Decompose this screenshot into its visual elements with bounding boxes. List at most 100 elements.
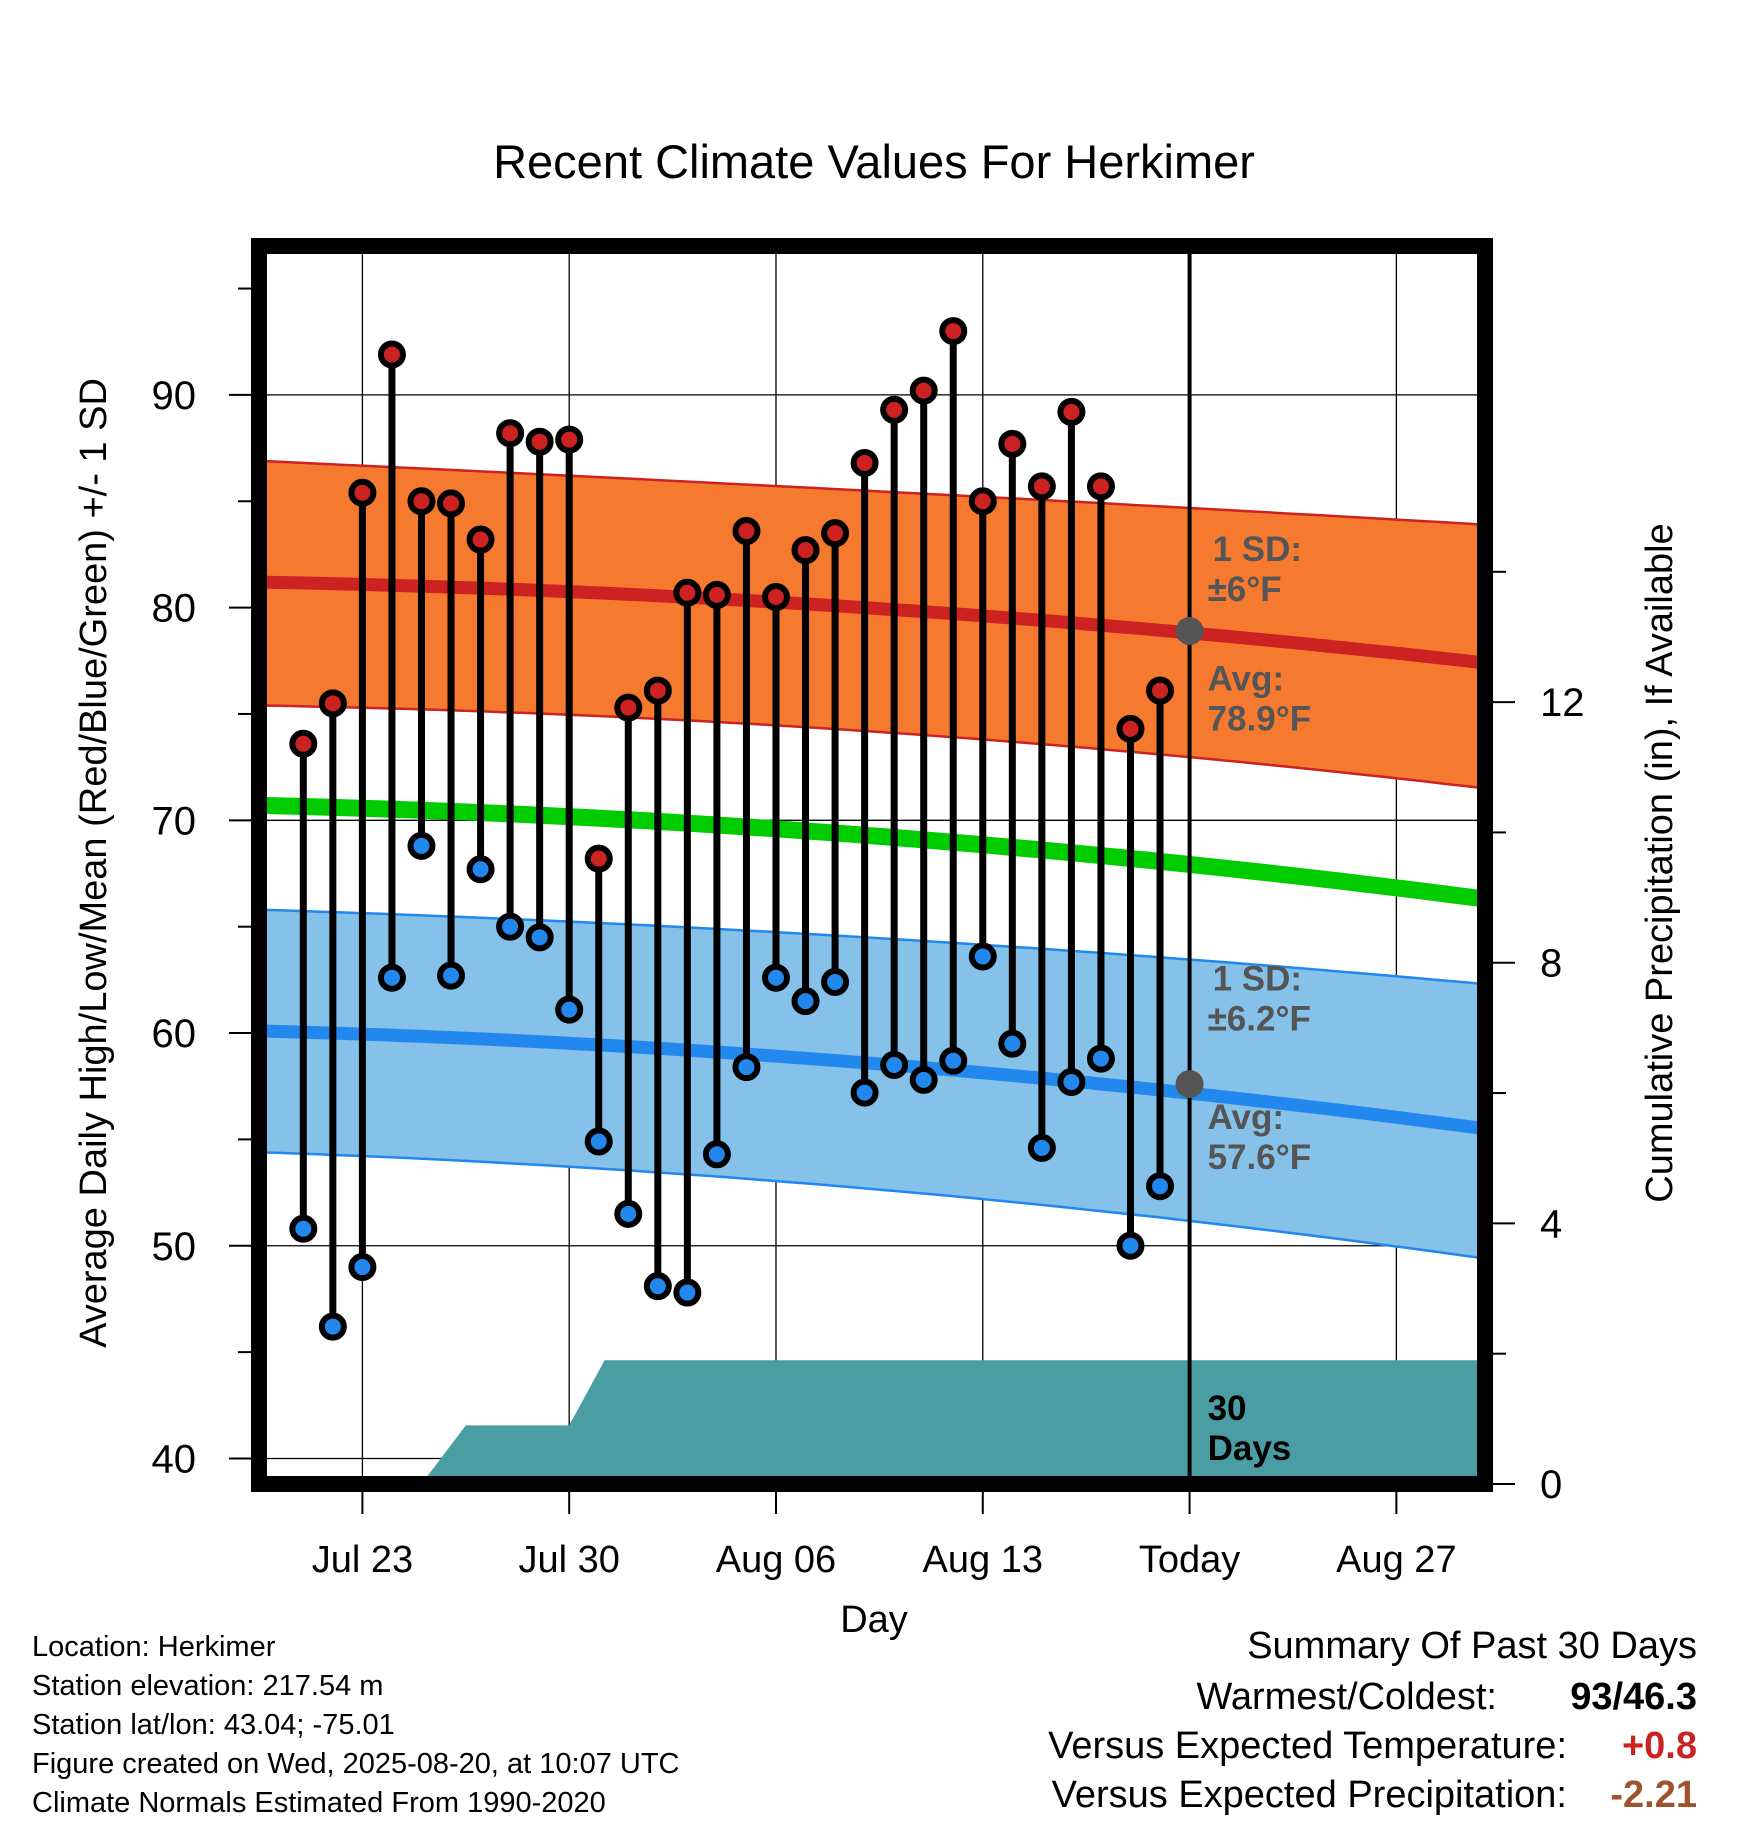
low-temp-point xyxy=(1116,1231,1145,1260)
low-temp-point xyxy=(909,1065,938,1094)
y-tick-label: 60 xyxy=(152,1012,197,1056)
low-temp-point xyxy=(584,1127,613,1156)
low-temp-point xyxy=(673,1278,702,1307)
plot-frame xyxy=(251,238,1493,1492)
high-temp-point xyxy=(791,536,820,565)
low-temp-point xyxy=(761,963,790,992)
x-tick-label: Aug 06 xyxy=(716,1539,836,1581)
y-tick-label: 40 xyxy=(152,1437,197,1481)
high-temp-point xyxy=(407,487,436,516)
high-temp-point xyxy=(732,517,761,546)
low-avg-annotation-0: Avg: xyxy=(1208,1098,1284,1137)
plot-inner xyxy=(259,246,1485,1484)
low-temp-point xyxy=(643,1272,672,1301)
low-temp-point xyxy=(850,1078,879,1107)
chart-title: Recent Climate Values For Herkimer xyxy=(493,135,1255,188)
high-temp-point xyxy=(909,376,938,405)
normal-high-line xyxy=(259,575,1485,670)
low-sd-annotation-0: 1 SD: xyxy=(1213,960,1302,999)
y2-tick-label: 0 xyxy=(1540,1463,1562,1507)
high-temp-point xyxy=(1116,714,1145,743)
high-temp-point xyxy=(437,489,466,518)
low-temp-point xyxy=(1027,1133,1056,1162)
low-temp-point xyxy=(968,942,997,971)
high-temp-point xyxy=(584,844,613,873)
high-temp-point xyxy=(555,425,584,454)
low-temp-point xyxy=(377,963,406,992)
low-temp-point xyxy=(1146,1172,1175,1201)
today-high-avg-marker xyxy=(1175,617,1204,646)
high-temp-point xyxy=(614,693,643,722)
high-temp-point xyxy=(348,478,377,507)
low-temp-point xyxy=(732,1053,761,1082)
high-temp-point xyxy=(1086,472,1115,501)
high-temp-point xyxy=(525,427,554,456)
high-temp-point xyxy=(673,578,702,607)
high-temp-point xyxy=(1027,472,1056,501)
high-temp-point xyxy=(1146,676,1175,705)
summary-precip-value: -2.21 xyxy=(1610,1774,1697,1816)
summary-warmest-value: 93/46.3 xyxy=(1570,1676,1697,1718)
high-temp-point xyxy=(761,582,790,611)
y-tick-label: 80 xyxy=(152,587,197,631)
low-sd-annotation-1: ±6.2°F xyxy=(1208,1000,1311,1039)
low-temp-point xyxy=(791,987,820,1016)
low-temp-point xyxy=(289,1214,318,1243)
high-temp-point xyxy=(1057,397,1086,426)
high-temp-point xyxy=(821,519,850,548)
low-temp-point xyxy=(318,1312,347,1341)
high-temp-point xyxy=(289,729,318,758)
high-temp-point xyxy=(377,340,406,369)
high-sd-annotation-0: 1 SD: xyxy=(1213,530,1302,569)
low-temp-point xyxy=(1057,1067,1086,1096)
high-temp-point xyxy=(939,317,968,346)
low-temp-point xyxy=(348,1253,377,1282)
precip-area xyxy=(421,1360,1485,1484)
info-location: Location: Herkimer xyxy=(32,1631,276,1663)
summary-precip-label: Versus Expected Precipitation: xyxy=(1051,1774,1567,1816)
high-temp-point xyxy=(702,580,731,609)
low-temp-point xyxy=(437,961,466,990)
high-sd-annotation-1: ±6°F xyxy=(1208,570,1282,609)
precip-annotation-1: Days xyxy=(1208,1429,1292,1468)
high-temp-point xyxy=(643,676,672,705)
low-temp-point xyxy=(702,1140,731,1169)
info-normals: Climate Normals Estimated From 1990-2020 xyxy=(32,1787,606,1819)
x-tick-label: Jul 23 xyxy=(312,1539,413,1581)
low-temp-point xyxy=(1086,1044,1115,1073)
info-elevation: Station elevation: 217.54 m xyxy=(32,1670,384,1702)
y2-axis-label: Cumulative Precipitation (in), If Availa… xyxy=(1639,523,1681,1202)
today-low-avg-marker xyxy=(1175,1070,1204,1099)
high-avg-annotation-0: Avg: xyxy=(1208,660,1284,699)
summary-title: Summary Of Past 30 Days xyxy=(1247,1625,1697,1667)
high-avg-annotation-1: 78.9°F xyxy=(1208,700,1312,739)
high-temp-point xyxy=(850,448,879,477)
high-temp-point xyxy=(318,689,347,718)
high-temp-point xyxy=(880,395,909,424)
y2-tick-label: 4 xyxy=(1540,1202,1562,1246)
y2-tick-label: 8 xyxy=(1540,942,1562,986)
y2-tick-label: 12 xyxy=(1540,681,1585,725)
precip-annotation-0: 30 xyxy=(1208,1389,1247,1428)
x-tick-label: Aug 13 xyxy=(923,1539,1043,1581)
info-latlon: Station lat/lon: 43.04; -75.01 xyxy=(32,1709,395,1741)
low-temp-point xyxy=(998,1029,1027,1058)
low-temp-point xyxy=(496,912,525,941)
summary-temp-value: +0.8 xyxy=(1621,1725,1697,1767)
y-tick-label: 50 xyxy=(152,1225,197,1269)
high-temp-point xyxy=(998,429,1027,458)
high-temp-point xyxy=(968,487,997,516)
x-axis-label: Day xyxy=(840,1599,908,1641)
y-axis-label: Average Daily High/Low/Mean (Red/Blue/Gr… xyxy=(73,378,115,1348)
x-tick-label: Aug 27 xyxy=(1336,1539,1456,1581)
low-temp-point xyxy=(525,923,554,952)
high-sd-band xyxy=(259,459,1485,790)
x-tick-label: Jul 30 xyxy=(518,1539,619,1581)
low-temp-point xyxy=(821,967,850,996)
summary-warmest-label: Warmest/Coldest: xyxy=(1196,1676,1497,1718)
low-temp-point xyxy=(880,1050,909,1079)
high-temp-point xyxy=(466,525,495,554)
x-tick-label: Today xyxy=(1139,1539,1240,1581)
